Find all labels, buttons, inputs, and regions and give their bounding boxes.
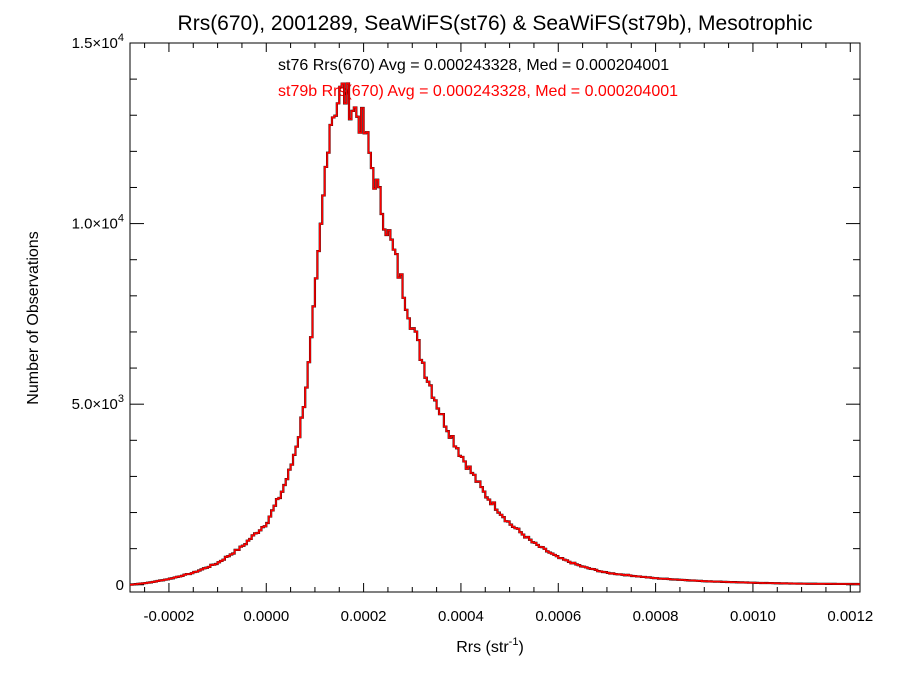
series-layer — [130, 82, 860, 586]
x-axis-label-end: ) — [518, 639, 523, 656]
y-axis-label: Number of Observations — [25, 231, 42, 404]
chart-title: Rrs(670), 2001289, SeaWiFS(st76) & SeaWi… — [178, 12, 813, 35]
x-tick-label: 0.0006 — [535, 608, 581, 625]
x-tick-label: 0.0004 — [438, 608, 484, 625]
y-tick-label: 5.0×103 — [72, 393, 124, 413]
x-tick-label: 0.0002 — [341, 608, 387, 625]
x-tick-label: 0.0010 — [730, 608, 776, 625]
y-axis-ticks: 0 5.0×103 1.0×104 1.5×104 — [72, 32, 860, 594]
histogram-st79b — [130, 82, 860, 586]
x-tick-label: 0.0012 — [827, 608, 873, 625]
x-tick-label: -0.0002 — [143, 608, 194, 625]
x-axis-ticks: -0.0002 0.0000 0.0002 0.0004 0.0006 0.0008 0.0… — [143, 43, 873, 625]
annotation-st79b: st79b Rrs(670) Avg = 0.000243328, Med = … — [278, 83, 678, 100]
annotation-st76: st76 Rrs(670) Avg = 0.000243328, Med = 0… — [278, 57, 669, 74]
x-axis-label-base: Rrs (str — [456, 639, 509, 656]
y-tick-label: 1.5×104 — [72, 32, 124, 52]
x-tick-label: 0.0008 — [633, 608, 679, 625]
plot-frame — [129, 42, 861, 593]
x-tick-label: 0.0000 — [243, 608, 289, 625]
x-axis-label: Rrs (str-1) — [456, 636, 524, 656]
y-tick-label: 0 — [116, 577, 124, 594]
y-tick-label: 1.0×104 — [72, 213, 124, 233]
x-axis-label-exponent: -1 — [509, 636, 519, 648]
